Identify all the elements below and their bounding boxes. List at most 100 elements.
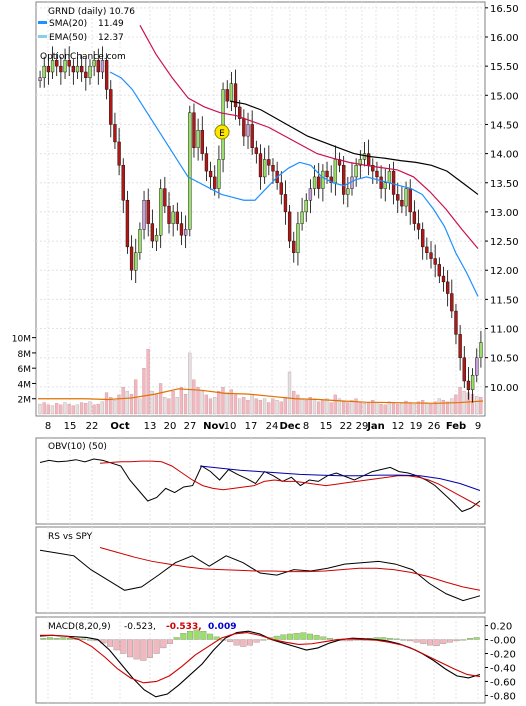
volume-bar — [279, 401, 283, 415]
macd-histogram-bar — [387, 638, 393, 640]
price-tick-label: 10.50 — [490, 354, 519, 365]
candle-body — [250, 124, 254, 148]
volume-bar — [167, 398, 171, 415]
price-tick-label: 12.50 — [490, 237, 519, 248]
macd-histogram-bar — [280, 634, 287, 640]
macd-histogram-bar — [293, 633, 300, 640]
x-tick-label: Jan — [366, 421, 385, 432]
volume-bar — [142, 368, 146, 415]
macd-readout-hist: 0.009 — [208, 622, 236, 632]
obv-title: OBV(10) (50) — [48, 442, 107, 452]
candle-body — [163, 188, 167, 207]
candle-body — [38, 77, 42, 81]
x-tick-label: 17 — [245, 421, 258, 432]
volume-bar — [117, 394, 121, 415]
volume-bar — [63, 402, 67, 415]
volume-bar — [304, 400, 308, 415]
price-panel-frame — [35, 1, 486, 417]
x-tick-label: Feb — [446, 421, 466, 432]
candle-body — [246, 124, 250, 137]
price-candles — [38, 46, 483, 403]
volume-bar — [292, 390, 296, 415]
candle-body — [466, 380, 471, 390]
volume-bar — [437, 398, 441, 415]
price-tick-label: 15.00 — [490, 91, 519, 102]
volume-bar — [454, 394, 458, 415]
candle-body — [263, 159, 267, 178]
candle-body — [175, 211, 179, 224]
x-tick-label: 20 — [164, 421, 177, 432]
candle-body — [146, 200, 150, 224]
macd-histogram-bar — [140, 639, 147, 661]
legend-sma20-value: 11.49 — [98, 19, 124, 29]
volume-bar — [54, 403, 59, 415]
macd-histogram-bar — [253, 639, 260, 643]
volume-bar — [321, 400, 325, 415]
x-tick-label: 27 — [184, 421, 197, 432]
candle-body — [458, 334, 462, 358]
candle-body — [213, 176, 217, 189]
sma50-line — [229, 100, 479, 195]
volume-bar — [316, 401, 321, 415]
volume-bar — [196, 387, 200, 415]
volume-bar — [475, 396, 479, 415]
rs-panel-frame — [35, 526, 486, 614]
candle-body — [304, 200, 308, 213]
macd-histogram-bar — [313, 635, 320, 640]
candle-body — [42, 65, 46, 79]
candle-body — [371, 165, 375, 172]
volume-bar — [188, 352, 192, 415]
macd-histogram-bar — [327, 638, 333, 640]
volume-bar — [242, 397, 246, 415]
price-tick-label: 16.00 — [490, 33, 519, 44]
volume-bar — [296, 394, 300, 415]
volume-bar — [92, 404, 96, 415]
candle-body — [134, 252, 138, 271]
candle-body — [258, 153, 263, 178]
volume-bar — [84, 403, 88, 415]
macd-histogram-bar — [67, 638, 73, 640]
macd-histogram-bar — [453, 639, 460, 642]
volume-tick-label: 2M — [18, 396, 32, 406]
macd-histogram-bar — [460, 639, 467, 641]
macd-tick-label: -0.80 — [490, 691, 516, 702]
volume-bar — [258, 400, 263, 415]
x-tick-label: 22 — [340, 421, 353, 432]
price-tick-label: 12.00 — [490, 266, 519, 277]
price-tick-label: 14.00 — [490, 150, 519, 161]
candle-body — [375, 170, 379, 178]
candle-body — [308, 188, 313, 201]
price-tick-label: 13.00 — [490, 208, 519, 219]
candle-body — [138, 229, 142, 253]
macd-histogram-bar — [260, 639, 267, 641]
candle-body — [366, 153, 371, 166]
legend-ema50-value: 12.37 — [98, 33, 124, 43]
candle-body — [475, 357, 479, 376]
obv-line — [39, 458, 481, 513]
volume-average-line — [38, 388, 484, 404]
volume-bar — [59, 404, 63, 415]
candle-body — [63, 60, 67, 73]
x-tick-label: 9 — [475, 421, 481, 432]
candle-body — [188, 112, 192, 230]
candle-body — [329, 176, 333, 183]
macd-histogram-bar — [213, 636, 220, 640]
macd-histogram-bar — [60, 637, 67, 640]
candle-body — [391, 170, 396, 195]
candle-body — [46, 65, 51, 73]
volume-bar — [283, 397, 287, 415]
volume-bar — [200, 390, 204, 415]
volume-bar — [271, 398, 275, 415]
candle-body — [462, 357, 466, 382]
candle-body — [441, 275, 446, 283]
watermark: OptionChance.com — [40, 52, 126, 62]
volume-bar — [416, 401, 421, 415]
macd-histogram-bar — [407, 639, 413, 642]
macd-histogram-bar — [473, 637, 480, 640]
volume-tick-label: 6M — [18, 365, 32, 375]
price-tick-label: 14.50 — [490, 120, 519, 131]
x-tick-label: Oct — [110, 421, 129, 432]
candle-body — [233, 83, 238, 108]
candle-body — [75, 65, 80, 73]
price-tick-label: 10.00 — [490, 383, 519, 394]
